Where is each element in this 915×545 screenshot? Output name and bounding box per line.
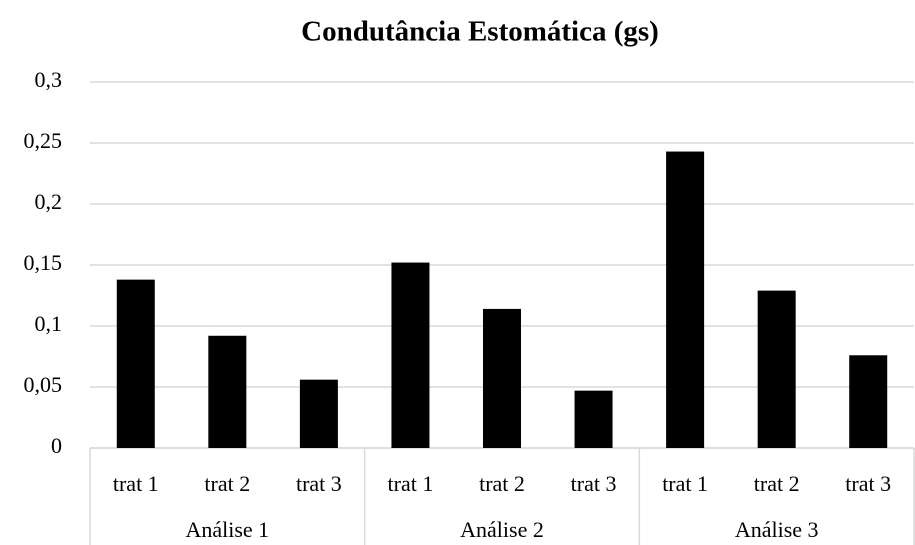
group-label: Análise 3 (735, 517, 819, 542)
bar (208, 335, 247, 448)
x-tick-label: trat 1 (388, 471, 434, 496)
x-tick-label: trat 1 (113, 471, 159, 496)
x-tick-label: trat 1 (662, 471, 708, 496)
x-tick-label: trat 3 (296, 471, 342, 496)
y-tick-label: 0,05 (24, 372, 63, 397)
x-tick-label: trat 3 (845, 471, 891, 496)
x-tick-label: trat 3 (571, 471, 617, 496)
group-label: Análise 2 (460, 517, 544, 542)
bar (666, 151, 705, 449)
bar (757, 290, 796, 448)
bar (299, 379, 338, 448)
bar (116, 279, 155, 448)
bar (483, 308, 521, 448)
y-tick-label: 0 (51, 433, 62, 458)
x-tick-label: trat 2 (479, 471, 525, 496)
chart-title: Condutância Estomática (gs) (301, 16, 659, 48)
y-tick-label: 0,3 (35, 67, 63, 92)
x-tick-label: trat 2 (754, 471, 800, 496)
y-tick-label: 0,25 (24, 128, 63, 153)
x-tick-label: trat 2 (204, 471, 250, 496)
group-label: Análise 1 (185, 517, 269, 542)
y-tick-label: 0,15 (24, 250, 63, 275)
y-tick-label: 0,2 (35, 189, 63, 214)
bar (849, 355, 888, 448)
bar (574, 390, 613, 448)
bar (391, 262, 430, 448)
y-tick-label: 0,1 (35, 311, 63, 336)
